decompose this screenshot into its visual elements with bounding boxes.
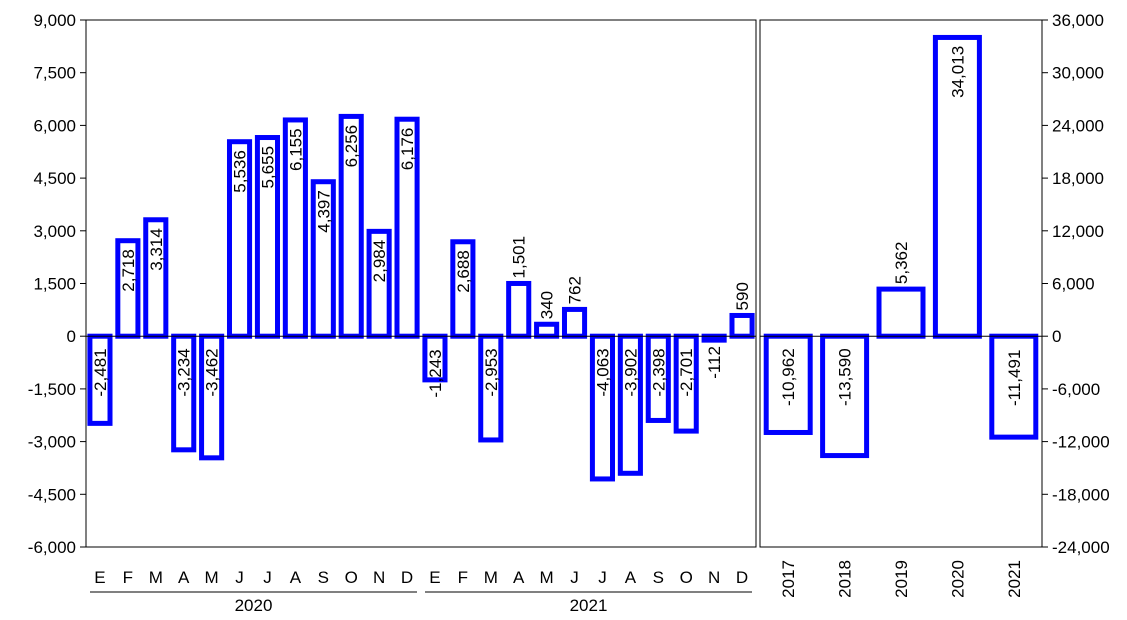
y-tick-label: 6,000	[33, 116, 76, 135]
y-tick-label: 30,000	[1052, 64, 1104, 83]
category-label: M	[205, 568, 219, 587]
data-label: -1,243	[426, 349, 445, 397]
category-label: N	[708, 568, 720, 587]
y-tick-label: -3,000	[28, 433, 76, 452]
data-label: -10,962	[779, 348, 798, 406]
y-tick-label: -12,000	[1052, 433, 1110, 452]
data-label: -4,063	[593, 348, 612, 396]
category-label: A	[178, 568, 190, 587]
category-label: F	[123, 568, 133, 587]
data-label: 6,176	[398, 128, 417, 171]
category-label: J	[235, 568, 244, 587]
category-label: M	[149, 568, 163, 587]
data-label: 1,501	[510, 236, 529, 279]
right-category-axis: 2017 2018 2019 2020 2021	[779, 560, 1024, 598]
y-tick-label: 9,000	[33, 11, 76, 30]
category-label: A	[290, 568, 302, 587]
category-label: O	[345, 568, 358, 587]
data-label: 4,397	[314, 190, 333, 233]
data-label: 3,314	[147, 228, 166, 271]
data-label: -3,902	[621, 348, 640, 396]
bar	[701, 333, 727, 343]
data-label: 5,362	[892, 242, 911, 285]
category-label: 2020	[948, 560, 967, 598]
category-label: S	[653, 568, 664, 587]
y-tick-label: 12,000	[1052, 222, 1104, 241]
left-bars: -2,481 2,718 3,314 -3,234 -3,462 5,536 5,655 6,…	[87, 113, 755, 482]
data-label: 340	[538, 291, 557, 319]
category-label: E	[429, 568, 440, 587]
left-plot-frame	[85, 19, 757, 548]
right-bars: -10,962 -13,590 5,362 34,013 -11,491	[763, 34, 1039, 459]
category-label: E	[94, 568, 105, 587]
bar	[561, 306, 588, 339]
bar	[534, 321, 560, 339]
y-tick-label: 4,500	[33, 169, 76, 188]
category-label: S	[318, 568, 329, 587]
y-tick-label: 7,500	[33, 64, 76, 83]
data-label: -3,462	[203, 348, 222, 396]
category-label: D	[736, 568, 748, 587]
data-label: 2,718	[119, 249, 138, 292]
y-tick-label: 0	[1052, 327, 1061, 346]
category-label: M	[540, 568, 554, 587]
right-y-axis: 36,000 30,000 24,000 18,000 12,000 6,000 0 -6,0…	[1042, 11, 1110, 557]
category-label: 2019	[892, 560, 911, 598]
y-tick-label: -6,000	[28, 538, 76, 557]
data-label: 34,013	[948, 46, 967, 98]
category-label: 2017	[779, 560, 798, 598]
y-tick-label: 0	[67, 327, 76, 346]
data-label: -11,491	[1005, 350, 1024, 406]
category-label: A	[513, 568, 525, 587]
y-tick-label: -18,000	[1052, 485, 1110, 504]
data-label: 2,984	[370, 240, 389, 283]
category-label: J	[598, 568, 607, 587]
y-tick-label: 18,000	[1052, 169, 1104, 188]
category-label: A	[625, 568, 637, 587]
y-tick-label: 6,000	[1052, 275, 1095, 294]
category-label: J	[570, 568, 579, 587]
category-label: 2021	[1005, 560, 1024, 598]
category-label: F	[458, 568, 468, 587]
data-label: 6,155	[286, 128, 305, 171]
category-label: 2018	[836, 560, 855, 598]
data-label: -13,590	[836, 348, 855, 406]
data-label: -2,953	[482, 348, 501, 396]
category-label: O	[680, 568, 693, 587]
y-tick-label: -1,500	[28, 380, 76, 399]
left-y-axis: 9,000 7,500 6,000 4,500 3,000 1,500 0 -1,500 -3,…	[28, 11, 86, 557]
y-tick-label: 1,500	[33, 275, 76, 294]
data-label: 5,655	[258, 146, 277, 189]
data-label: -3,234	[175, 348, 194, 396]
data-label: -2,398	[649, 348, 668, 396]
y-tick-label: 24,000	[1052, 116, 1104, 135]
data-label: -112	[705, 346, 724, 379]
data-label: 2,688	[454, 250, 473, 293]
data-label: 590	[733, 282, 752, 310]
data-label: -2,701	[677, 348, 696, 396]
category-label: N	[373, 568, 385, 587]
data-label: 5,536	[231, 150, 250, 193]
data-label: 6,256	[342, 125, 361, 168]
data-label: -2,481	[91, 348, 110, 396]
group-label: 2021	[570, 596, 608, 615]
category-label: D	[401, 568, 413, 587]
y-tick-label: -6,000	[1052, 380, 1100, 399]
bar	[729, 312, 755, 339]
y-tick-label: 36,000	[1052, 11, 1104, 30]
bar	[506, 280, 532, 339]
data-label: 762	[566, 276, 585, 304]
y-tick-label: 3,000	[33, 222, 76, 241]
category-label: J	[263, 568, 272, 587]
y-tick-label: -4,500	[28, 485, 76, 504]
y-tick-label: -24,000	[1052, 538, 1110, 557]
category-label: M	[484, 568, 498, 587]
group-label: 2020	[235, 596, 273, 615]
bar	[876, 286, 926, 339]
